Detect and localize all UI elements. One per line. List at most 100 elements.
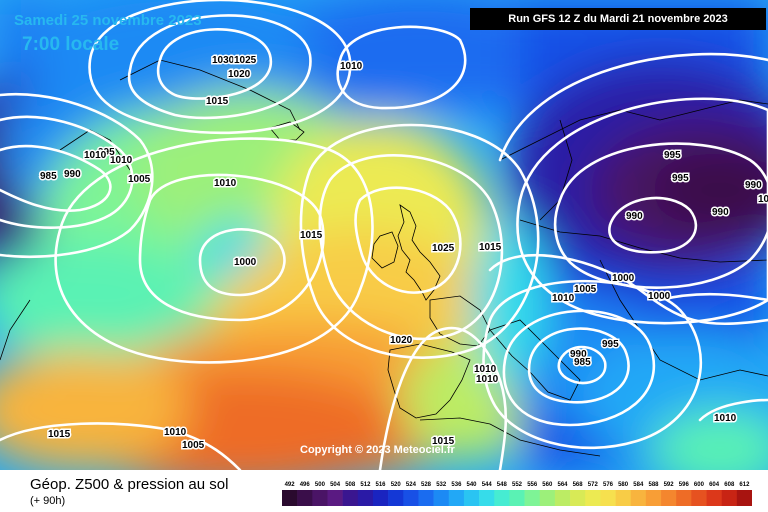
scale-swatch	[600, 490, 616, 506]
pressure-label: 1000	[612, 273, 635, 284]
pressure-label: 1010	[476, 374, 499, 385]
scale-tick-label: 572	[588, 482, 599, 488]
pressure-label: 995	[602, 339, 619, 350]
scale-tick-label: 544	[482, 482, 493, 488]
pressure-label: 1000	[234, 257, 257, 268]
pressure-label: 1015	[206, 96, 229, 107]
scale-tick-label: 568	[573, 482, 584, 488]
pressure-label: 1020	[390, 335, 413, 346]
scale-tick-label: 608	[724, 482, 735, 488]
scale-swatch	[282, 490, 298, 506]
scale-swatch	[433, 490, 450, 506]
pressure-label: 1010	[110, 155, 133, 166]
scale-swatch	[509, 490, 525, 506]
isobars	[0, 0, 768, 470]
pressure-label: 1000	[648, 291, 671, 302]
scale-tick-label: 560	[542, 482, 553, 488]
forecast-date: Samedi 25 novembre 2023	[14, 12, 202, 29]
scale-swatch	[372, 490, 389, 506]
scale-tick-label: 576	[603, 482, 614, 488]
scale-tick-label: 516	[375, 482, 386, 488]
scale-tick-label: 492	[285, 482, 296, 488]
scale-swatch	[297, 490, 313, 506]
scale-tick-label: 600	[694, 482, 705, 488]
scale-tick-label: 596	[679, 482, 690, 488]
scale-swatch	[661, 490, 677, 506]
copyright-notice: Copyright © 2023 Meteociel.fr	[300, 444, 455, 456]
scale-swatch	[721, 490, 738, 506]
pressure-label: 1025	[432, 243, 455, 254]
scale-tick-label: 564	[557, 482, 568, 488]
scale-swatch	[570, 490, 586, 506]
scale-tick-label: 540	[466, 482, 477, 488]
scale-tick-label: 552	[512, 482, 523, 488]
pressure-label: 985	[574, 357, 591, 368]
pressure-label: 1030	[212, 55, 235, 66]
scale-swatch	[630, 490, 647, 506]
scale-swatch	[463, 490, 480, 506]
forecast-lead-time: (+ 90h)	[30, 495, 66, 507]
pressure-label: 990	[64, 169, 81, 180]
scale-tick-label: 520	[391, 482, 402, 488]
geopotential-pressure-map: 1030 1025 1020 1015 1010 1010 1010 1015 …	[0, 0, 768, 470]
pressure-label: 1010	[552, 293, 575, 304]
pressure-label: 1005	[574, 284, 597, 295]
scale-swatch	[312, 490, 328, 506]
pressure-labels: 1030 1025 1020 1015 1010 1010 1010 1015 …	[39, 54, 768, 453]
scale-tick-label: 556	[527, 482, 538, 488]
scale-swatch	[388, 490, 404, 506]
scale-tick-label: 592	[664, 482, 675, 488]
pressure-label: 1010	[474, 364, 497, 375]
pressure-label: 1025	[234, 55, 257, 66]
scale-tick-label: 500	[315, 482, 326, 488]
scale-swatch	[448, 490, 465, 506]
scale-tick-label: 528	[421, 482, 432, 488]
scale-swatch	[615, 490, 632, 506]
scale-swatch	[691, 490, 707, 506]
scale-tick-label: 580	[618, 482, 629, 488]
scale-swatch	[494, 490, 510, 506]
pressure-label: 1015	[479, 242, 502, 253]
pressure-label: 990	[570, 349, 587, 360]
scale-swatch	[524, 490, 541, 506]
scale-tick-label: 496	[300, 482, 311, 488]
pressure-label: 1015	[48, 429, 71, 440]
scale-swatch	[357, 490, 374, 506]
scale-swatch	[676, 490, 692, 506]
scale-swatch	[585, 490, 601, 506]
scale-tick-label: 524	[406, 482, 417, 488]
pressure-label: 1010	[340, 61, 363, 72]
scale-swatch	[479, 490, 495, 506]
scale-tick-label: 532	[436, 482, 447, 488]
scale-tick-label: 588	[648, 482, 659, 488]
scale-swatch	[736, 490, 752, 506]
pressure-label: 1010	[214, 178, 237, 189]
map-title: Géop. Z500 & pression au sol	[30, 476, 229, 493]
scale-swatch	[327, 490, 343, 506]
forecast-time: 7:00 locale	[22, 34, 120, 55]
model-run-banner: Run GFS 12 Z du Mardi 21 novembre 2023	[470, 8, 766, 30]
pressure-label: 1000	[758, 194, 768, 205]
scale-tick-label: 536	[451, 482, 462, 488]
pressure-label: 1015	[300, 230, 323, 241]
scale-tick-label: 548	[497, 482, 508, 488]
pressure-label: 990	[745, 180, 762, 191]
pressure-label: 1005	[128, 174, 151, 185]
scale-tick-label: 512	[360, 482, 371, 488]
scale-tick-label: 508	[345, 482, 356, 488]
pressure-label: 1010	[84, 150, 107, 161]
scale-swatch	[645, 490, 662, 506]
pressure-label: 985	[40, 171, 57, 182]
pressure-label: 1020	[228, 69, 251, 80]
scale-swatch	[539, 490, 556, 506]
pressure-label: 990	[712, 207, 729, 218]
color-scale-legend: 492 496 500 504 508 512 516 520 524 528 532 536 540 5…	[282, 482, 752, 506]
pressure-label: 1010	[714, 413, 737, 424]
pressure-label: 1015	[432, 436, 455, 447]
pressure-label: 995	[98, 147, 115, 158]
scale-tick-label: 584	[633, 482, 644, 488]
scale-swatch	[418, 490, 434, 506]
scale-tick-label: 604	[709, 482, 720, 488]
scale-swatch	[403, 490, 419, 506]
